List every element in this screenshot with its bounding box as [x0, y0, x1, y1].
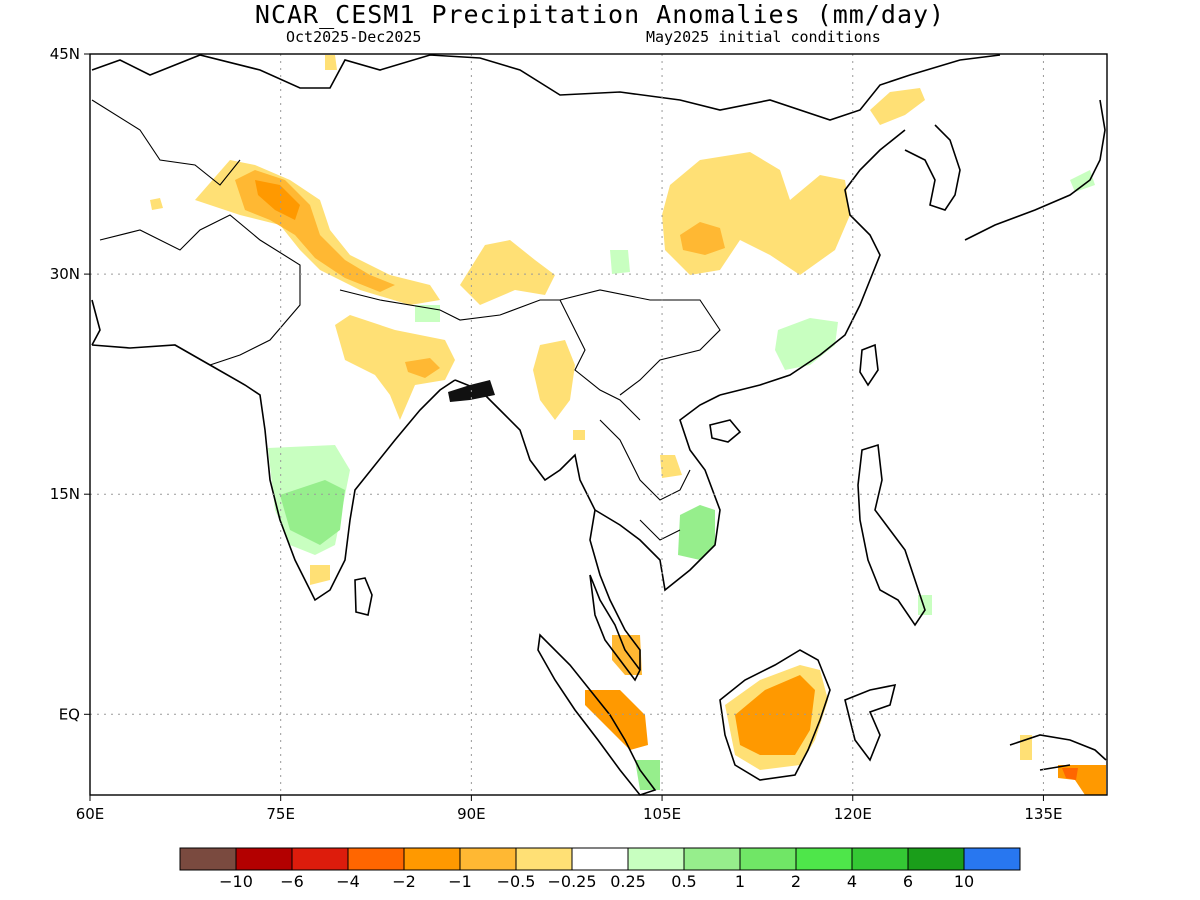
legend-swatch: [963, 847, 1021, 871]
legend-swatch: [795, 847, 853, 871]
legend-label: 2: [790, 872, 802, 891]
axis-ticks: [84, 53, 1044, 801]
anomaly-layer: [150, 55, 1106, 795]
anomaly-sumatra-green: [635, 760, 660, 790]
legend-swatch: [571, 847, 629, 871]
anomaly-ganges: [335, 315, 455, 420]
tick-label-lon: 120E: [834, 805, 872, 823]
legend-label: 4: [846, 872, 858, 891]
color-legend: [179, 847, 1021, 871]
legend-label: −0.25: [547, 872, 597, 891]
tick-label-lon: 60E: [76, 805, 105, 823]
axis-labels: 60E 75E 90E 105E 120E 135E 45N 30N 15N EQ: [50, 45, 1063, 823]
tick-label-lon: 90E: [457, 805, 486, 823]
anomaly-sumatra: [585, 690, 648, 750]
coastlines: [91, 54, 1107, 796]
anomaly-central-china-core: [680, 222, 725, 255]
legend-swatch: [907, 847, 965, 871]
anomaly-ganges-core: [405, 358, 440, 378]
anomaly-se-china: [775, 318, 838, 370]
legend-swatch: [179, 847, 237, 871]
anomaly-japan: [1070, 170, 1095, 192]
tick-label-lat: 45N: [50, 45, 80, 63]
anomaly-central-china: [662, 152, 850, 275]
chart-title: NCAR_CESM1 Precipitation Anomalies (mm/d…: [254, 0, 946, 29]
legend-swatch: [851, 847, 909, 871]
legend-label: 6: [902, 872, 914, 891]
anomaly-new-guinea-strong: [1062, 768, 1078, 780]
subtitle-period: Oct2025-Dec2025: [286, 28, 422, 46]
subtitle-initial-conditions: May2025 initial conditions: [646, 28, 881, 46]
anomaly-phil: [918, 595, 932, 615]
legend-swatch: [739, 847, 797, 871]
anomaly-myanmar: [533, 340, 575, 420]
legend-swatch: [235, 847, 293, 871]
tick-label-lat: 30N: [50, 265, 80, 283]
legend-swatch: [403, 847, 461, 871]
anomaly-tibet: [460, 240, 555, 305]
anomaly-patch-afghan: [150, 198, 163, 210]
tick-label-lon: 75E: [266, 805, 295, 823]
map-frame: [89, 53, 1108, 796]
legend-swatch: [683, 847, 741, 871]
legend-label: 10: [953, 872, 975, 891]
anomaly-borneo-core: [735, 675, 815, 755]
legend-label: 1: [734, 872, 746, 891]
tick-label-lat: EQ: [59, 705, 80, 723]
anomaly-manchuria: [870, 88, 925, 125]
legend-label: 0.5: [671, 872, 697, 891]
legend-label: −4: [336, 872, 360, 891]
legend-label: −0.5: [496, 872, 536, 891]
legend-swatch: [459, 847, 517, 871]
anomaly-sichuan: [610, 250, 630, 274]
legend-swatch: [347, 847, 405, 871]
anomaly-malay: [612, 635, 642, 675]
anomaly-south-india-core: [280, 480, 345, 545]
anomaly-laos: [660, 455, 682, 478]
legend-label: −2: [392, 872, 416, 891]
legend-label: −10: [219, 872, 253, 891]
anomaly-vietnam: [678, 505, 715, 560]
legend-label: −6: [280, 872, 304, 891]
tick-label-lon: 105E: [643, 805, 681, 823]
tick-label-lon: 135E: [1024, 805, 1062, 823]
legend-label: 0.25: [610, 872, 646, 891]
legend-label: −1: [448, 872, 472, 891]
anomaly-patch-north: [325, 55, 337, 70]
tick-label-lat: 15N: [50, 485, 80, 503]
anomaly-patch-sri: [310, 565, 330, 585]
anomaly-patch-thai: [573, 430, 585, 440]
map-grid: [90, 54, 1107, 795]
legend-swatch: [515, 847, 573, 871]
anomaly-himalaya-strong: [255, 180, 300, 220]
legend-swatch: [291, 847, 349, 871]
legend-swatch: [627, 847, 685, 871]
